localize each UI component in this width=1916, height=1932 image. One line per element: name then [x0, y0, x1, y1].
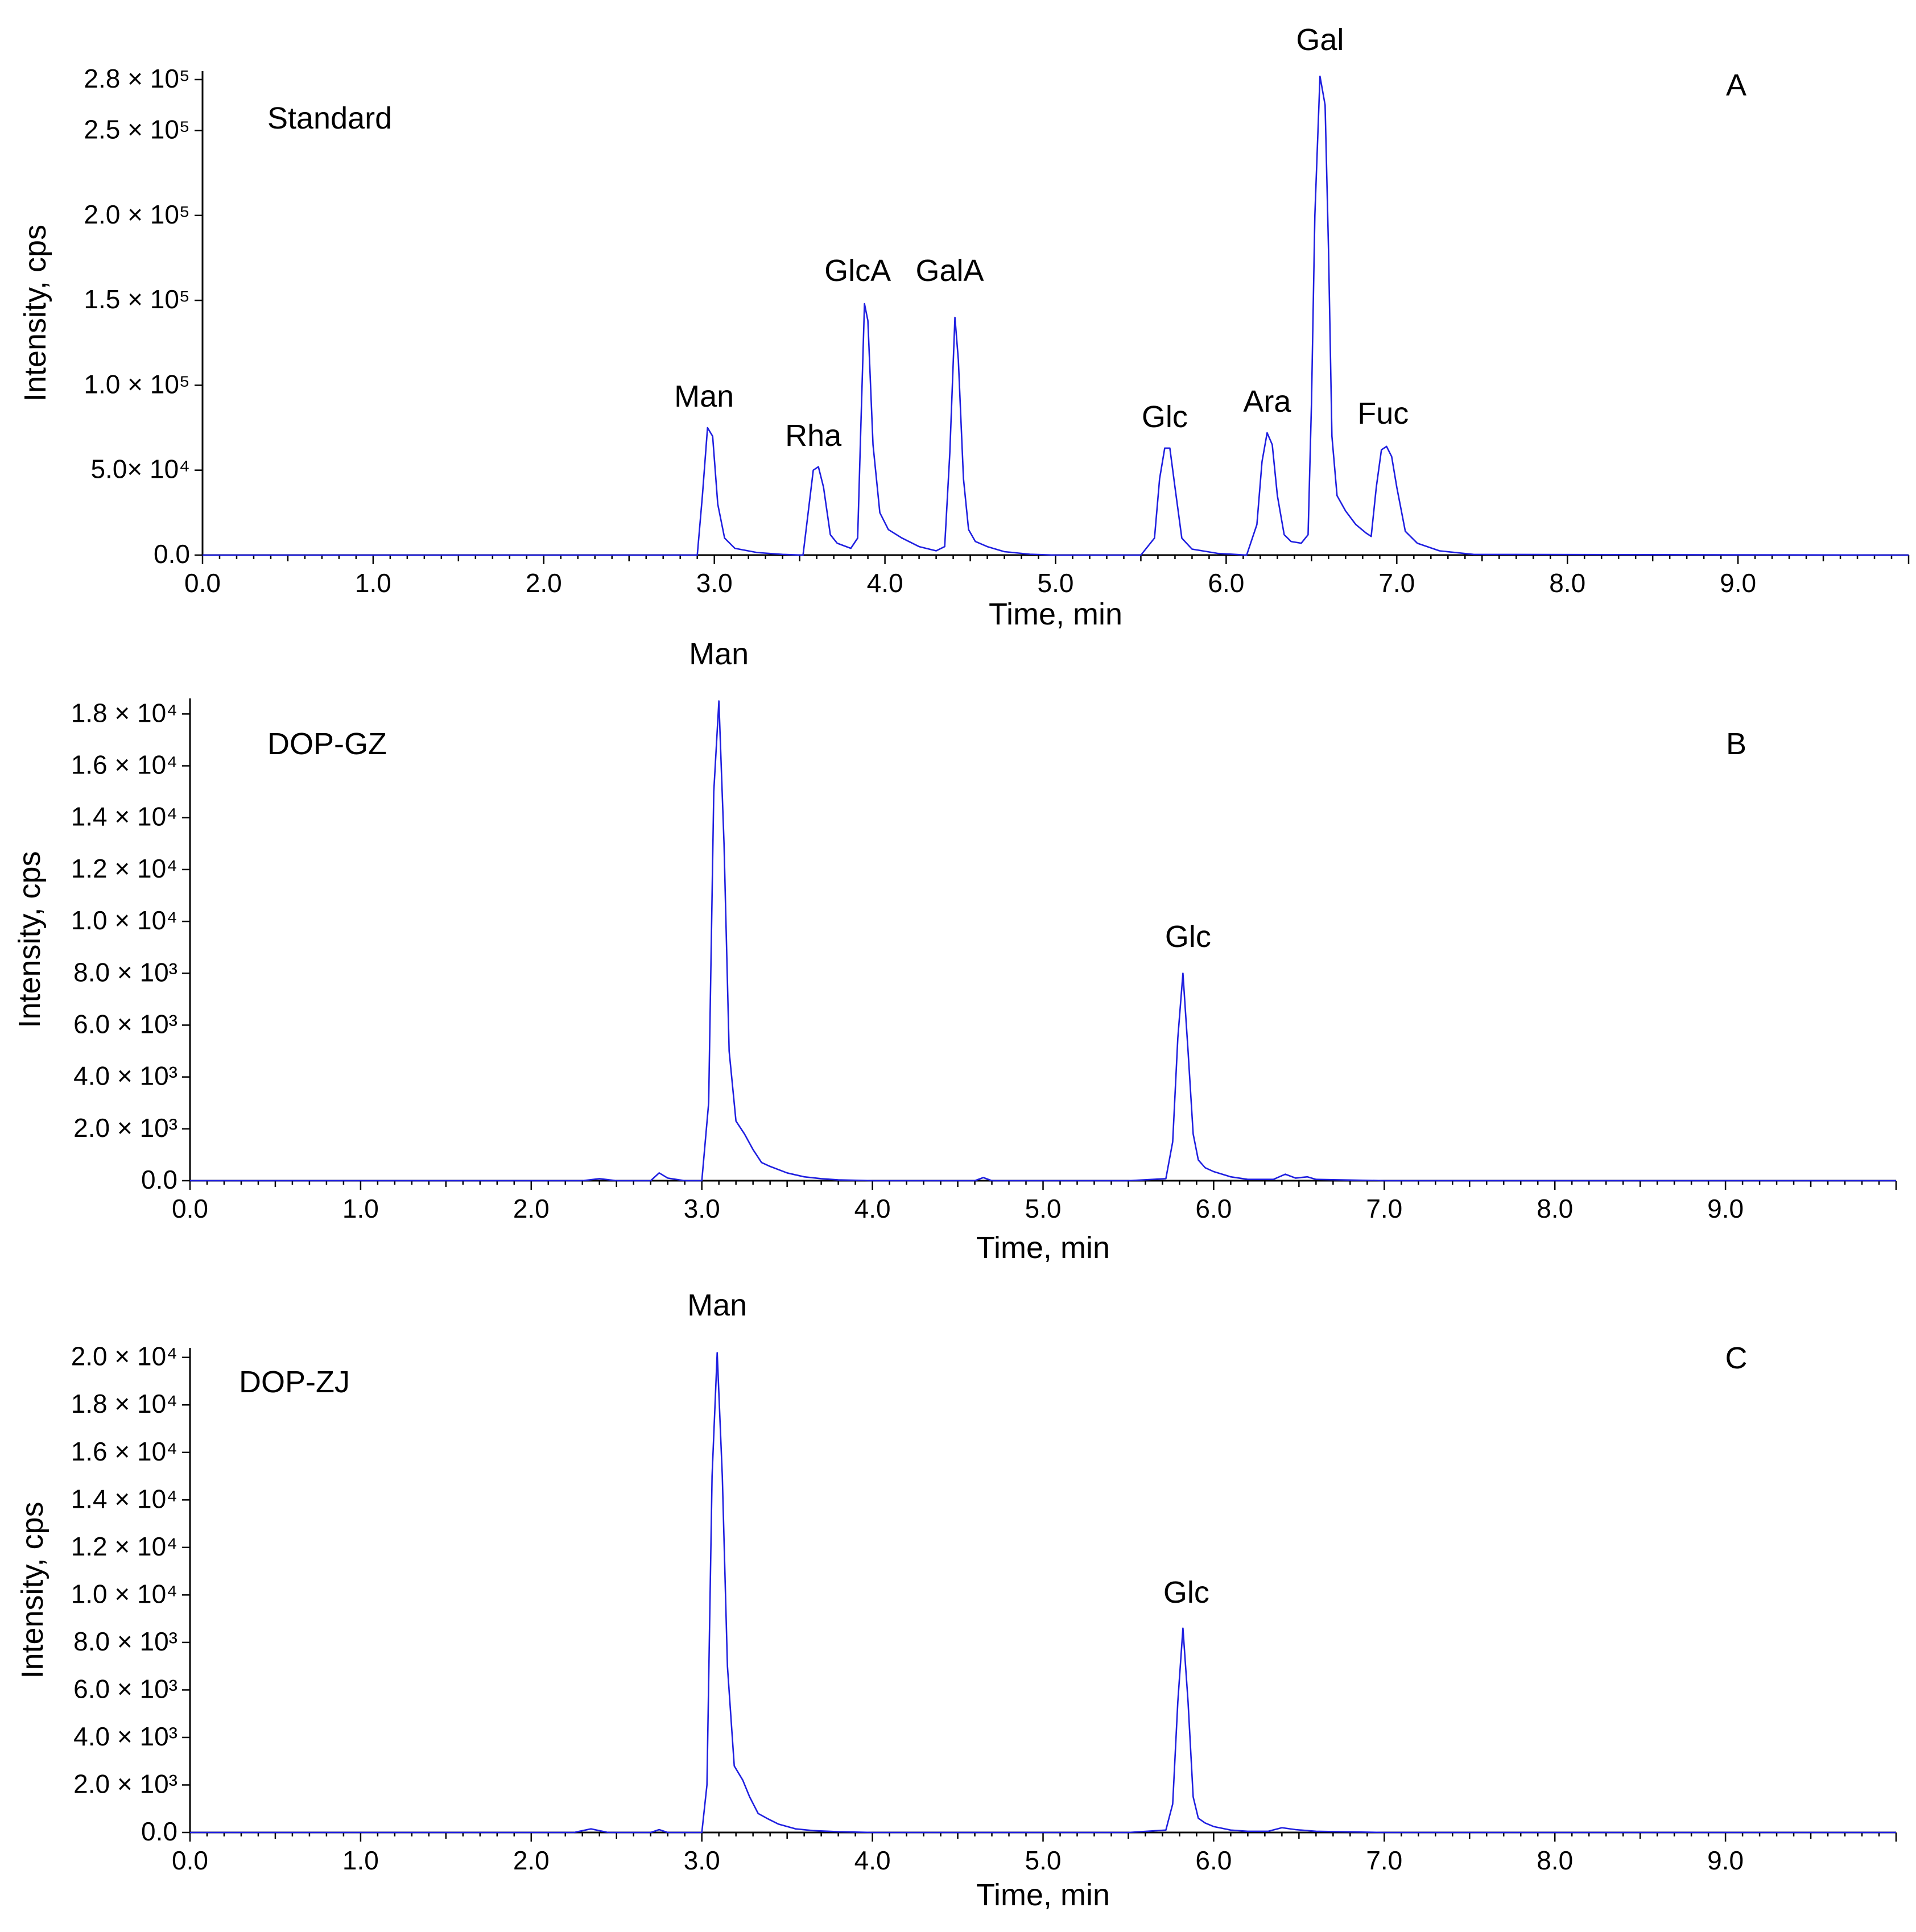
- y-tick-label: 0.0: [141, 1165, 177, 1194]
- y-tick-label: 1.6 × 10⁴: [71, 1437, 177, 1466]
- x-tick-label: 9.0: [1707, 1194, 1744, 1223]
- chart-panel-b: 0.0 1.0 2.0 3.0 4.0 5.0 6.0 7.0 8.0 9.0 0.0 2.0 × 1…: [13, 637, 1897, 1265]
- y-tick-label: 8.0 × 10³: [73, 957, 177, 987]
- peak-label-man: Man: [687, 1288, 747, 1322]
- x-tick-label: 3.0: [696, 568, 733, 598]
- x-tick-label: 8.0: [1537, 1846, 1573, 1875]
- peak-label-glc: Glc: [1163, 1575, 1209, 1610]
- x-tick-label: 8.0: [1549, 568, 1585, 598]
- peak-label-man: Man: [689, 637, 749, 671]
- x-tick-label: 8.0: [1537, 1194, 1573, 1223]
- y-tick-label: 2.8 × 10⁵: [84, 64, 190, 93]
- x-axis-title: Time, min: [989, 597, 1122, 631]
- panel-letter: C: [1725, 1341, 1748, 1375]
- chart-panel-c: 0.0 1.0 2.0 3.0 4.0 5.0 6.0 7.0 8.0 9.0 0.0 2.0 × 1…: [15, 1288, 1897, 1912]
- y-tick-label: 2.0 × 10³: [73, 1113, 177, 1143]
- y-tick-label: 8.0 × 10³: [73, 1627, 177, 1656]
- x-tick-label: 6.0: [1195, 1846, 1232, 1875]
- x-tick-label: 5.0: [1038, 568, 1074, 598]
- chromatogram-trace: [203, 75, 1909, 556]
- x-tick-label: 3.0: [684, 1194, 720, 1223]
- x-tick-label: 0.0: [184, 568, 221, 598]
- x-tick-label: 6.0: [1195, 1194, 1232, 1223]
- x-tick-label: 1.0: [342, 1846, 379, 1875]
- y-tick-label: 1.4 × 10⁴: [71, 1484, 177, 1513]
- x-tick-label: 9.0: [1707, 1846, 1744, 1875]
- x-tick-label: 4.0: [867, 568, 903, 598]
- y-tick-label: 4.0 × 10³: [73, 1061, 177, 1091]
- x-tick-label: 7.0: [1366, 1846, 1402, 1875]
- y-tick-label: 1.8 × 10⁴: [71, 1389, 177, 1418]
- x-tick-label: 0.0: [172, 1194, 208, 1223]
- x-tick-label: 4.0: [854, 1194, 891, 1223]
- y-axis-title: Intensity, cps: [18, 225, 52, 402]
- x-tick-label: 6.0: [1208, 568, 1244, 598]
- peak-label-fuc: Fuc: [1357, 396, 1409, 431]
- y-tick-label: 1.0 × 10⁵: [84, 369, 190, 399]
- y-tick-label: 0.0: [154, 539, 190, 569]
- x-tick-label: 5.0: [1025, 1194, 1062, 1223]
- peak-label-gala: GalA: [916, 254, 984, 288]
- panel-letter: A: [1726, 68, 1746, 102]
- y-tick-label: 1.2 × 10⁴: [71, 854, 177, 883]
- peak-label-gal: Gal: [1296, 23, 1344, 57]
- peak-label-glc: Glc: [1165, 920, 1211, 954]
- panel-letter: B: [1726, 727, 1746, 761]
- x-axis-title: Time, min: [976, 1878, 1110, 1912]
- peak-label-glca: GlcA: [824, 254, 891, 288]
- chromatogram-trace: [190, 700, 1896, 1182]
- peak-label-ara: Ara: [1243, 384, 1291, 419]
- chart-panel-a: 0.0 1.0 2.0 3.0 4.0 5.0 6.0 7.0 8.0 9.0 0.0 5.0× 10…: [18, 23, 1910, 631]
- x-tick-label: 2.0: [513, 1846, 550, 1875]
- y-axis-title: Intensity, cps: [15, 1501, 49, 1678]
- y-tick-label: 6.0 × 10³: [73, 1674, 177, 1703]
- y-tick-label: 1.2 × 10⁴: [71, 1532, 177, 1561]
- y-tick-label: 2.0 × 10³: [73, 1769, 177, 1798]
- peak-label-rha: Rha: [785, 419, 842, 453]
- y-tick-label: 1.8 × 10⁴: [71, 698, 177, 727]
- x-tick-label: 3.0: [684, 1846, 720, 1875]
- y-tick-label: 1.0 × 10⁴: [71, 1579, 177, 1608]
- y-axis-title: Intensity, cps: [13, 851, 47, 1028]
- y-tick-label: 2.0 × 10⁵: [84, 200, 190, 229]
- y-tick-label: 1.6 × 10⁴: [71, 750, 177, 780]
- y-tick-label: 5.0× 10⁴: [90, 454, 190, 484]
- x-tick-label: 4.0: [854, 1846, 891, 1875]
- y-tick-label: 2.0 × 10⁴: [71, 1342, 177, 1371]
- peak-label-man: Man: [674, 379, 734, 413]
- x-tick-label: 9.0: [1720, 568, 1756, 598]
- x-tick-label: 0.0: [172, 1846, 208, 1875]
- y-tick-label: 0.0: [141, 1817, 177, 1846]
- y-tick-label: 1.5 × 10⁵: [84, 284, 190, 314]
- y-tick-label: 2.5 × 10⁵: [84, 115, 190, 144]
- x-tick-label: 2.0: [513, 1194, 550, 1223]
- chromatogram-trace: [190, 1352, 1896, 1834]
- y-tick-label: 1.4 × 10⁴: [71, 802, 177, 831]
- y-tick-label: 4.0 × 10³: [73, 1722, 177, 1751]
- x-tick-label: 5.0: [1025, 1846, 1062, 1875]
- x-axis-title: Time, min: [976, 1231, 1110, 1265]
- y-tick-label: 1.0 × 10⁴: [71, 905, 177, 935]
- x-tick-label: 1.0: [355, 568, 391, 598]
- x-tick-label: 7.0: [1378, 568, 1415, 598]
- x-tick-label: 1.0: [342, 1194, 379, 1223]
- y-tick-label: 6.0 × 10³: [73, 1009, 177, 1039]
- sample-label: DOP-GZ: [267, 727, 387, 761]
- sample-label: DOP-ZJ: [239, 1365, 350, 1399]
- peak-label-glc: Glc: [1142, 400, 1188, 434]
- x-tick-label: 2.0: [526, 568, 562, 598]
- sample-label: Standard: [267, 101, 392, 135]
- x-tick-label: 7.0: [1366, 1194, 1402, 1223]
